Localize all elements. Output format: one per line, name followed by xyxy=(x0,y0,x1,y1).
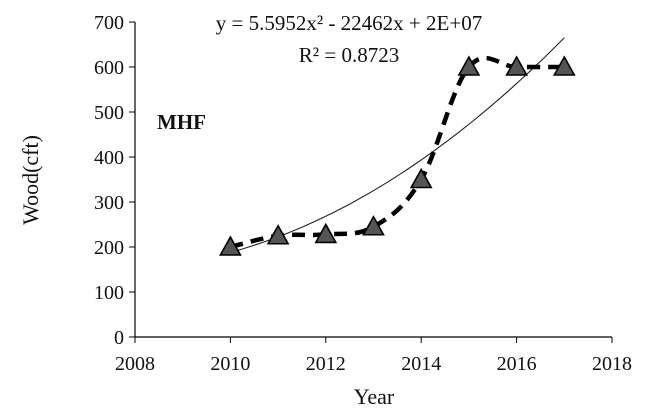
data-point-triangle xyxy=(505,55,528,76)
series-layer xyxy=(219,55,576,256)
data-point-triangle xyxy=(219,235,242,256)
y-tick-label: 100 xyxy=(94,282,124,304)
y-axis-title: Wood(cft) xyxy=(18,135,43,225)
axes-layer xyxy=(134,22,612,338)
panel-label: MHF xyxy=(157,110,206,134)
x-tick-label: 2008 xyxy=(115,353,155,375)
y-tick-label: 300 xyxy=(94,192,124,214)
y-tick-label: 0 xyxy=(114,327,124,349)
x-axis-title: Year xyxy=(354,384,395,409)
x-tick-label: 2018 xyxy=(592,353,632,375)
data-point-triangle xyxy=(266,224,290,245)
y-tick-label: 200 xyxy=(94,237,124,259)
trendline-equation: y = 5.5952x² - 22462x + 2E+07 xyxy=(216,11,482,35)
data-point-triangle xyxy=(409,167,433,189)
x-tick-label: 2010 xyxy=(210,353,250,375)
y-tick-label: 700 xyxy=(94,12,124,34)
y-tick-label: 400 xyxy=(94,147,124,169)
data-point-triangle xyxy=(552,55,576,76)
data-point-triangle xyxy=(362,215,385,236)
data-point-triangle xyxy=(457,55,481,76)
x-tick-label: 2012 xyxy=(306,353,346,375)
y-tick-label: 500 xyxy=(94,102,124,124)
data-point-triangle xyxy=(314,222,338,244)
y-tick-label: 600 xyxy=(94,57,124,79)
trendline-curve xyxy=(230,37,565,253)
series-dashed-line xyxy=(229,55,565,250)
trend-layer xyxy=(230,37,565,253)
tick-layer: 0 100 200 300 400 500 600 700 2008 2010 2012 2014 20… xyxy=(94,12,632,375)
x-tick-label: 2014 xyxy=(401,353,441,375)
x-tick-label: 2016 xyxy=(497,353,537,375)
trendline-r2: R² = 0.8723 xyxy=(299,43,399,67)
